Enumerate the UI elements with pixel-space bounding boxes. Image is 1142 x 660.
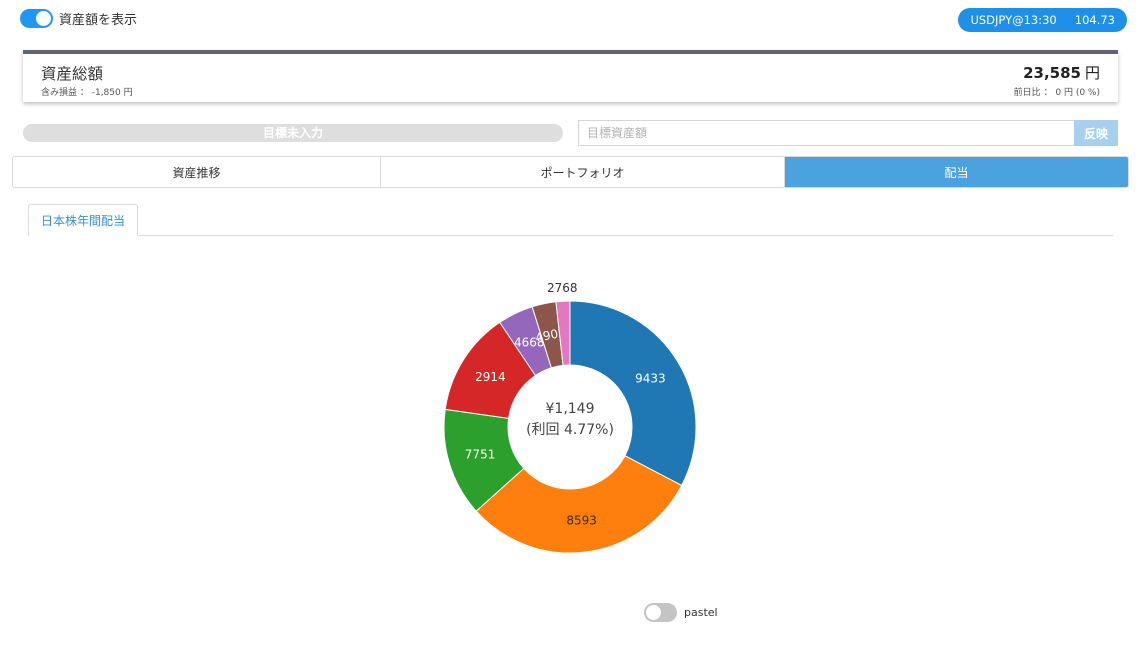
donut-slice-2768[interactable] [555, 300, 571, 366]
donut-label-7751: 7751 [465, 447, 496, 461]
pastel-label: pastel [684, 606, 718, 619]
day-change-text: 前日比 ： 0 円 (0 %) [1013, 88, 1100, 98]
pastel-toggle-row[interactable]: pastel [644, 603, 718, 622]
asset-total-value: 23,585 円 [1023, 62, 1100, 83]
goal-progress-bar: 目標未入力 [23, 124, 563, 142]
tab-asset-history[interactable]: 資産推移 [13, 157, 381, 187]
show-assets-switch[interactable] [20, 9, 53, 28]
switch-knob [36, 11, 51, 26]
donut-label-9433: 9433 [635, 371, 666, 385]
show-assets-toggle-row[interactable]: 資産額を表示 [20, 9, 137, 28]
tab-dividend[interactable]: 配当 [785, 157, 1128, 187]
pastel-switch[interactable] [644, 603, 677, 622]
show-assets-label: 資産額を表示 [59, 13, 138, 28]
fx-rate-label: USDJPY@13:30 [970, 13, 1057, 27]
goal-amount-input[interactable] [578, 120, 1075, 146]
donut-label-4668: 4668 [514, 335, 545, 349]
fx-rate-badge: USDJPY@13:30 104.73 [958, 8, 1127, 32]
main-tab-bar: 資産推移 ポートフォリオ 配当 [12, 156, 1129, 188]
asset-total-unit: 円 [1084, 64, 1100, 82]
unrealized-gain-text: 含み損益 ： -1,850 円 [41, 88, 133, 98]
asset-total-amount: 23,585 [1023, 64, 1081, 82]
dividend-donut-chart: 9433 8593 7751 2914 4668 4902 2768 ¥1,149 (利回 … [420, 270, 720, 570]
asset-summary-card: 資産総額 含み損益 ： -1,850 円 23,585 円 前日比 ： 0 円 (… [23, 50, 1118, 102]
sub-tab-bar: 日本株年間配当 [28, 204, 1113, 236]
tab-portfolio[interactable]: ポートフォリオ [381, 157, 785, 187]
donut-slice-9433[interactable] [569, 300, 697, 487]
donut-slice-8593[interactable] [475, 455, 683, 554]
fx-rate-value: 104.73 [1074, 13, 1115, 27]
switch-knob [646, 605, 661, 620]
donut-label-2768: 2768 [547, 281, 578, 295]
asset-total-title: 資産総額 [41, 65, 104, 83]
donut-label-2914: 2914 [475, 370, 506, 384]
donut-label-8593: 8593 [566, 513, 597, 527]
apply-goal-button[interactable]: 反映 [1074, 120, 1118, 146]
tab-jp-annual-dividend[interactable]: 日本株年間配当 [28, 204, 138, 236]
